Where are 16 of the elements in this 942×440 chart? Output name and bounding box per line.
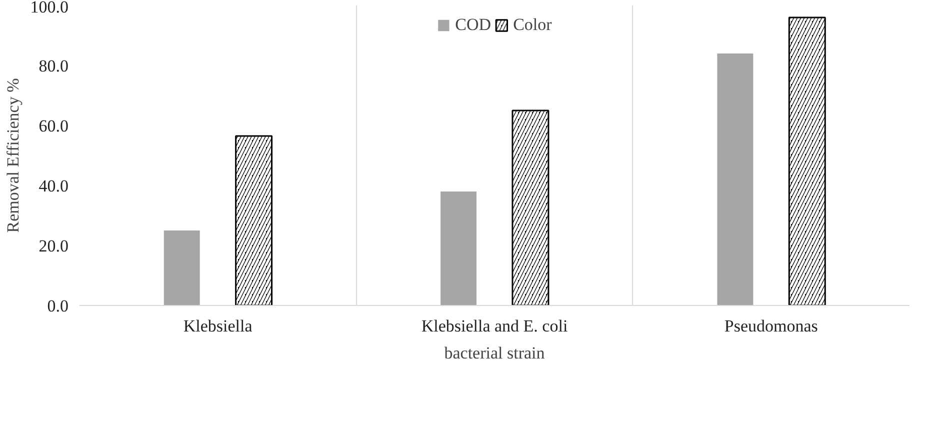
- bar: [440, 192, 477, 306]
- x-tick-label: Klebsiella: [183, 316, 253, 336]
- legend-label: COD: [455, 15, 492, 35]
- y-tick-label: 80.0: [38, 56, 68, 76]
- x-tick-label: Pseudomonas: [724, 316, 818, 336]
- y-axis-title: Removal Efficiency %: [3, 78, 22, 233]
- y-tick-label: 100.0: [30, 0, 68, 16]
- legend-label: Color: [513, 15, 552, 35]
- y-tick-label: 60.0: [38, 116, 68, 136]
- y-tick-label: 40.0: [38, 176, 68, 196]
- x-axis-title: bacterial strain: [444, 344, 546, 362]
- x-tick-label: Klebsiella and E. coli: [421, 316, 568, 336]
- bar: [717, 54, 754, 306]
- y-tick-label: 20.0: [38, 236, 68, 256]
- bar: [164, 230, 200, 306]
- y-tick-label: 0.0: [47, 296, 68, 316]
